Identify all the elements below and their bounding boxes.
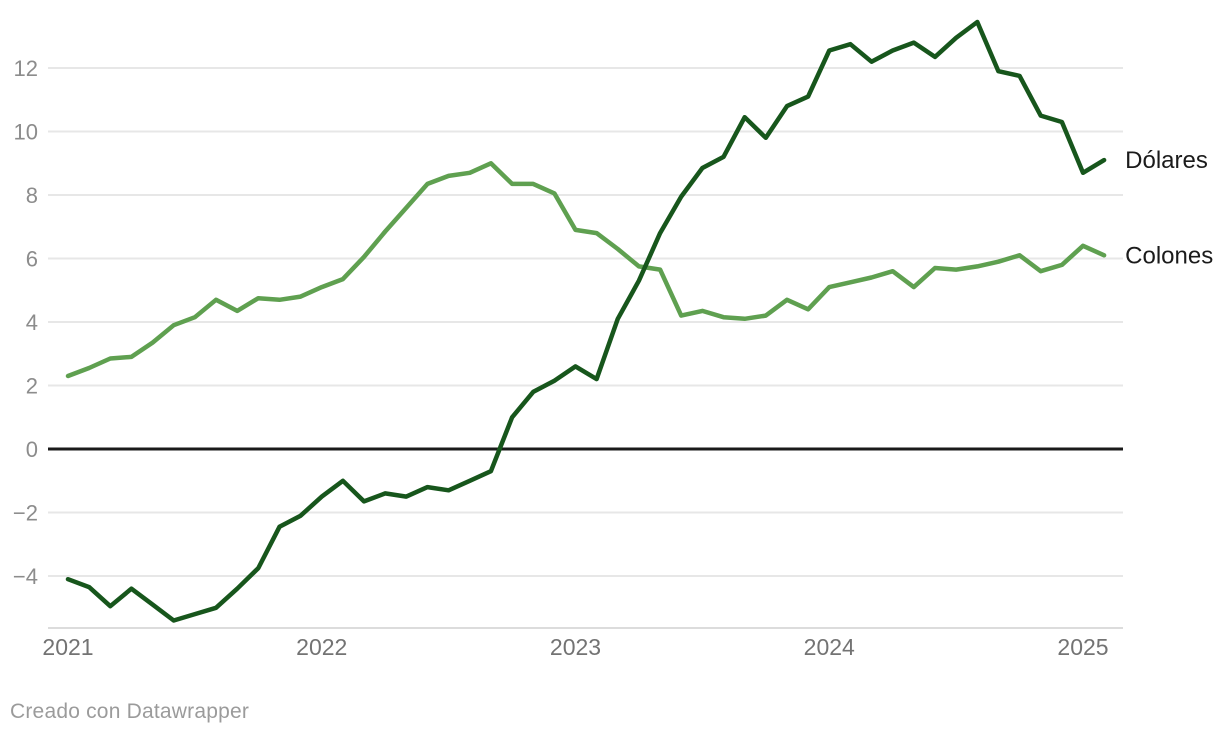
- y-tick-label: 2: [26, 374, 38, 399]
- credit-line: Creado con Datawrapper: [10, 700, 250, 723]
- series-label-dolares: Dólares: [1125, 147, 1208, 174]
- series-line-dolares: [65, 19, 1107, 623]
- y-tick-label: −2: [13, 501, 38, 526]
- y-tick-label: 8: [26, 183, 38, 208]
- y-tick-label: 0: [26, 437, 38, 462]
- y-tick-label: −4: [13, 564, 38, 589]
- y-tick-label: 12: [14, 56, 38, 81]
- y-tick-label: 10: [14, 120, 38, 145]
- x-tick-label: 2024: [804, 634, 855, 660]
- series-label-colones: Colones: [1125, 242, 1213, 269]
- x-tick-label: 2021: [42, 634, 93, 660]
- y-tick-label: 6: [26, 247, 38, 272]
- y-tick-label: 4: [26, 310, 38, 335]
- series-line-colones: [65, 161, 1107, 379]
- x-tick-label: 2025: [1057, 634, 1108, 660]
- x-tick-label: 2022: [296, 634, 347, 660]
- x-tick-label: 2023: [550, 634, 601, 660]
